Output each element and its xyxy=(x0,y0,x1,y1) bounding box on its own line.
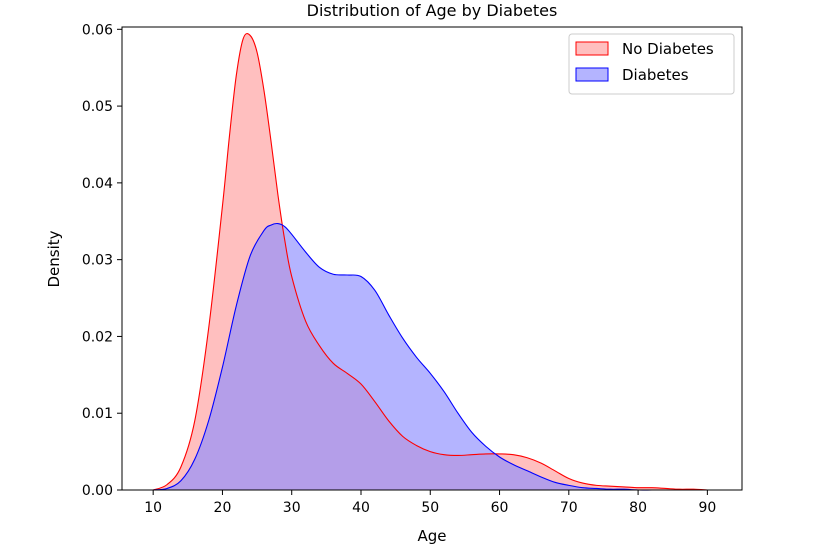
legend-label-no-diabetes: No Diabetes xyxy=(622,40,714,58)
x-tick-label: 30 xyxy=(283,500,301,516)
x-tick-label: 40 xyxy=(352,500,370,516)
x-tick-label: 10 xyxy=(144,500,162,516)
line-diabetes xyxy=(153,222,708,491)
x-tick-label: 70 xyxy=(560,500,578,516)
y-axis: 0.00 0.01 0.02 0.03 0.04 0.05 0.06 xyxy=(82,22,122,499)
x-tick-label: 80 xyxy=(629,500,647,516)
y-tick-label: 0.05 xyxy=(82,99,113,115)
x-tick-label: 20 xyxy=(214,500,232,516)
legend-box xyxy=(568,33,735,95)
x-tick-label: 90 xyxy=(698,500,716,516)
legend-label-diabetes: Diabetes xyxy=(622,66,689,84)
plot-frame xyxy=(121,26,743,491)
y-tick-label: 0.01 xyxy=(82,406,113,422)
legend-swatch-no-diabetes xyxy=(575,41,609,56)
x-axis-label: Age xyxy=(417,527,446,545)
area-diabetes xyxy=(153,223,708,491)
legend-swatch-diabetes xyxy=(575,67,609,82)
y-tick-label: 0.03 xyxy=(82,253,113,269)
y-tick-label: 0.06 xyxy=(82,22,113,38)
y-tick-label: 0.02 xyxy=(82,329,113,345)
y-tick-label: 0.04 xyxy=(82,176,113,192)
x-tick-label: 60 xyxy=(491,500,509,516)
series-areas xyxy=(153,33,708,491)
legend: No Diabetes Diabetes xyxy=(568,33,735,95)
series-lines xyxy=(152,33,708,491)
chart-title: Distribution of Age by Diabetes xyxy=(307,1,558,20)
y-axis-label: Density xyxy=(45,230,63,287)
y-tick-label: 0.00 xyxy=(82,483,113,499)
x-axis: 10 20 30 40 50 60 70 80 90 xyxy=(144,490,716,516)
line-no-diabetes xyxy=(152,33,708,491)
x-tick-label: 50 xyxy=(421,500,439,516)
